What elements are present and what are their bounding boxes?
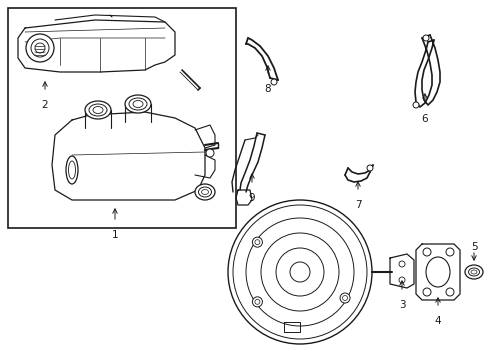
Circle shape bbox=[423, 248, 431, 256]
Polygon shape bbox=[390, 254, 414, 288]
Ellipse shape bbox=[85, 101, 111, 119]
Text: 5: 5 bbox=[471, 242, 477, 252]
Text: 2: 2 bbox=[42, 100, 49, 110]
Circle shape bbox=[413, 102, 419, 108]
Text: 9: 9 bbox=[249, 193, 255, 203]
Ellipse shape bbox=[125, 95, 151, 113]
Circle shape bbox=[423, 35, 429, 41]
Bar bbox=[8, 8, 236, 228]
Ellipse shape bbox=[195, 184, 215, 200]
Circle shape bbox=[252, 297, 263, 307]
Text: 4: 4 bbox=[435, 316, 441, 326]
Ellipse shape bbox=[465, 265, 483, 279]
Circle shape bbox=[446, 248, 454, 256]
Text: 3: 3 bbox=[399, 300, 405, 310]
Polygon shape bbox=[52, 112, 205, 200]
Text: 8: 8 bbox=[265, 84, 271, 94]
Circle shape bbox=[423, 288, 431, 296]
Text: 7: 7 bbox=[355, 200, 361, 210]
Circle shape bbox=[446, 288, 454, 296]
Ellipse shape bbox=[66, 156, 78, 184]
Text: 6: 6 bbox=[422, 114, 428, 124]
Polygon shape bbox=[18, 20, 175, 72]
Text: 1: 1 bbox=[112, 230, 118, 240]
Circle shape bbox=[367, 165, 373, 171]
Ellipse shape bbox=[426, 257, 450, 287]
Circle shape bbox=[206, 149, 214, 157]
Circle shape bbox=[26, 34, 54, 62]
Circle shape bbox=[228, 200, 372, 344]
Circle shape bbox=[340, 293, 350, 303]
Polygon shape bbox=[416, 244, 460, 300]
Circle shape bbox=[271, 79, 277, 85]
Circle shape bbox=[252, 237, 263, 247]
